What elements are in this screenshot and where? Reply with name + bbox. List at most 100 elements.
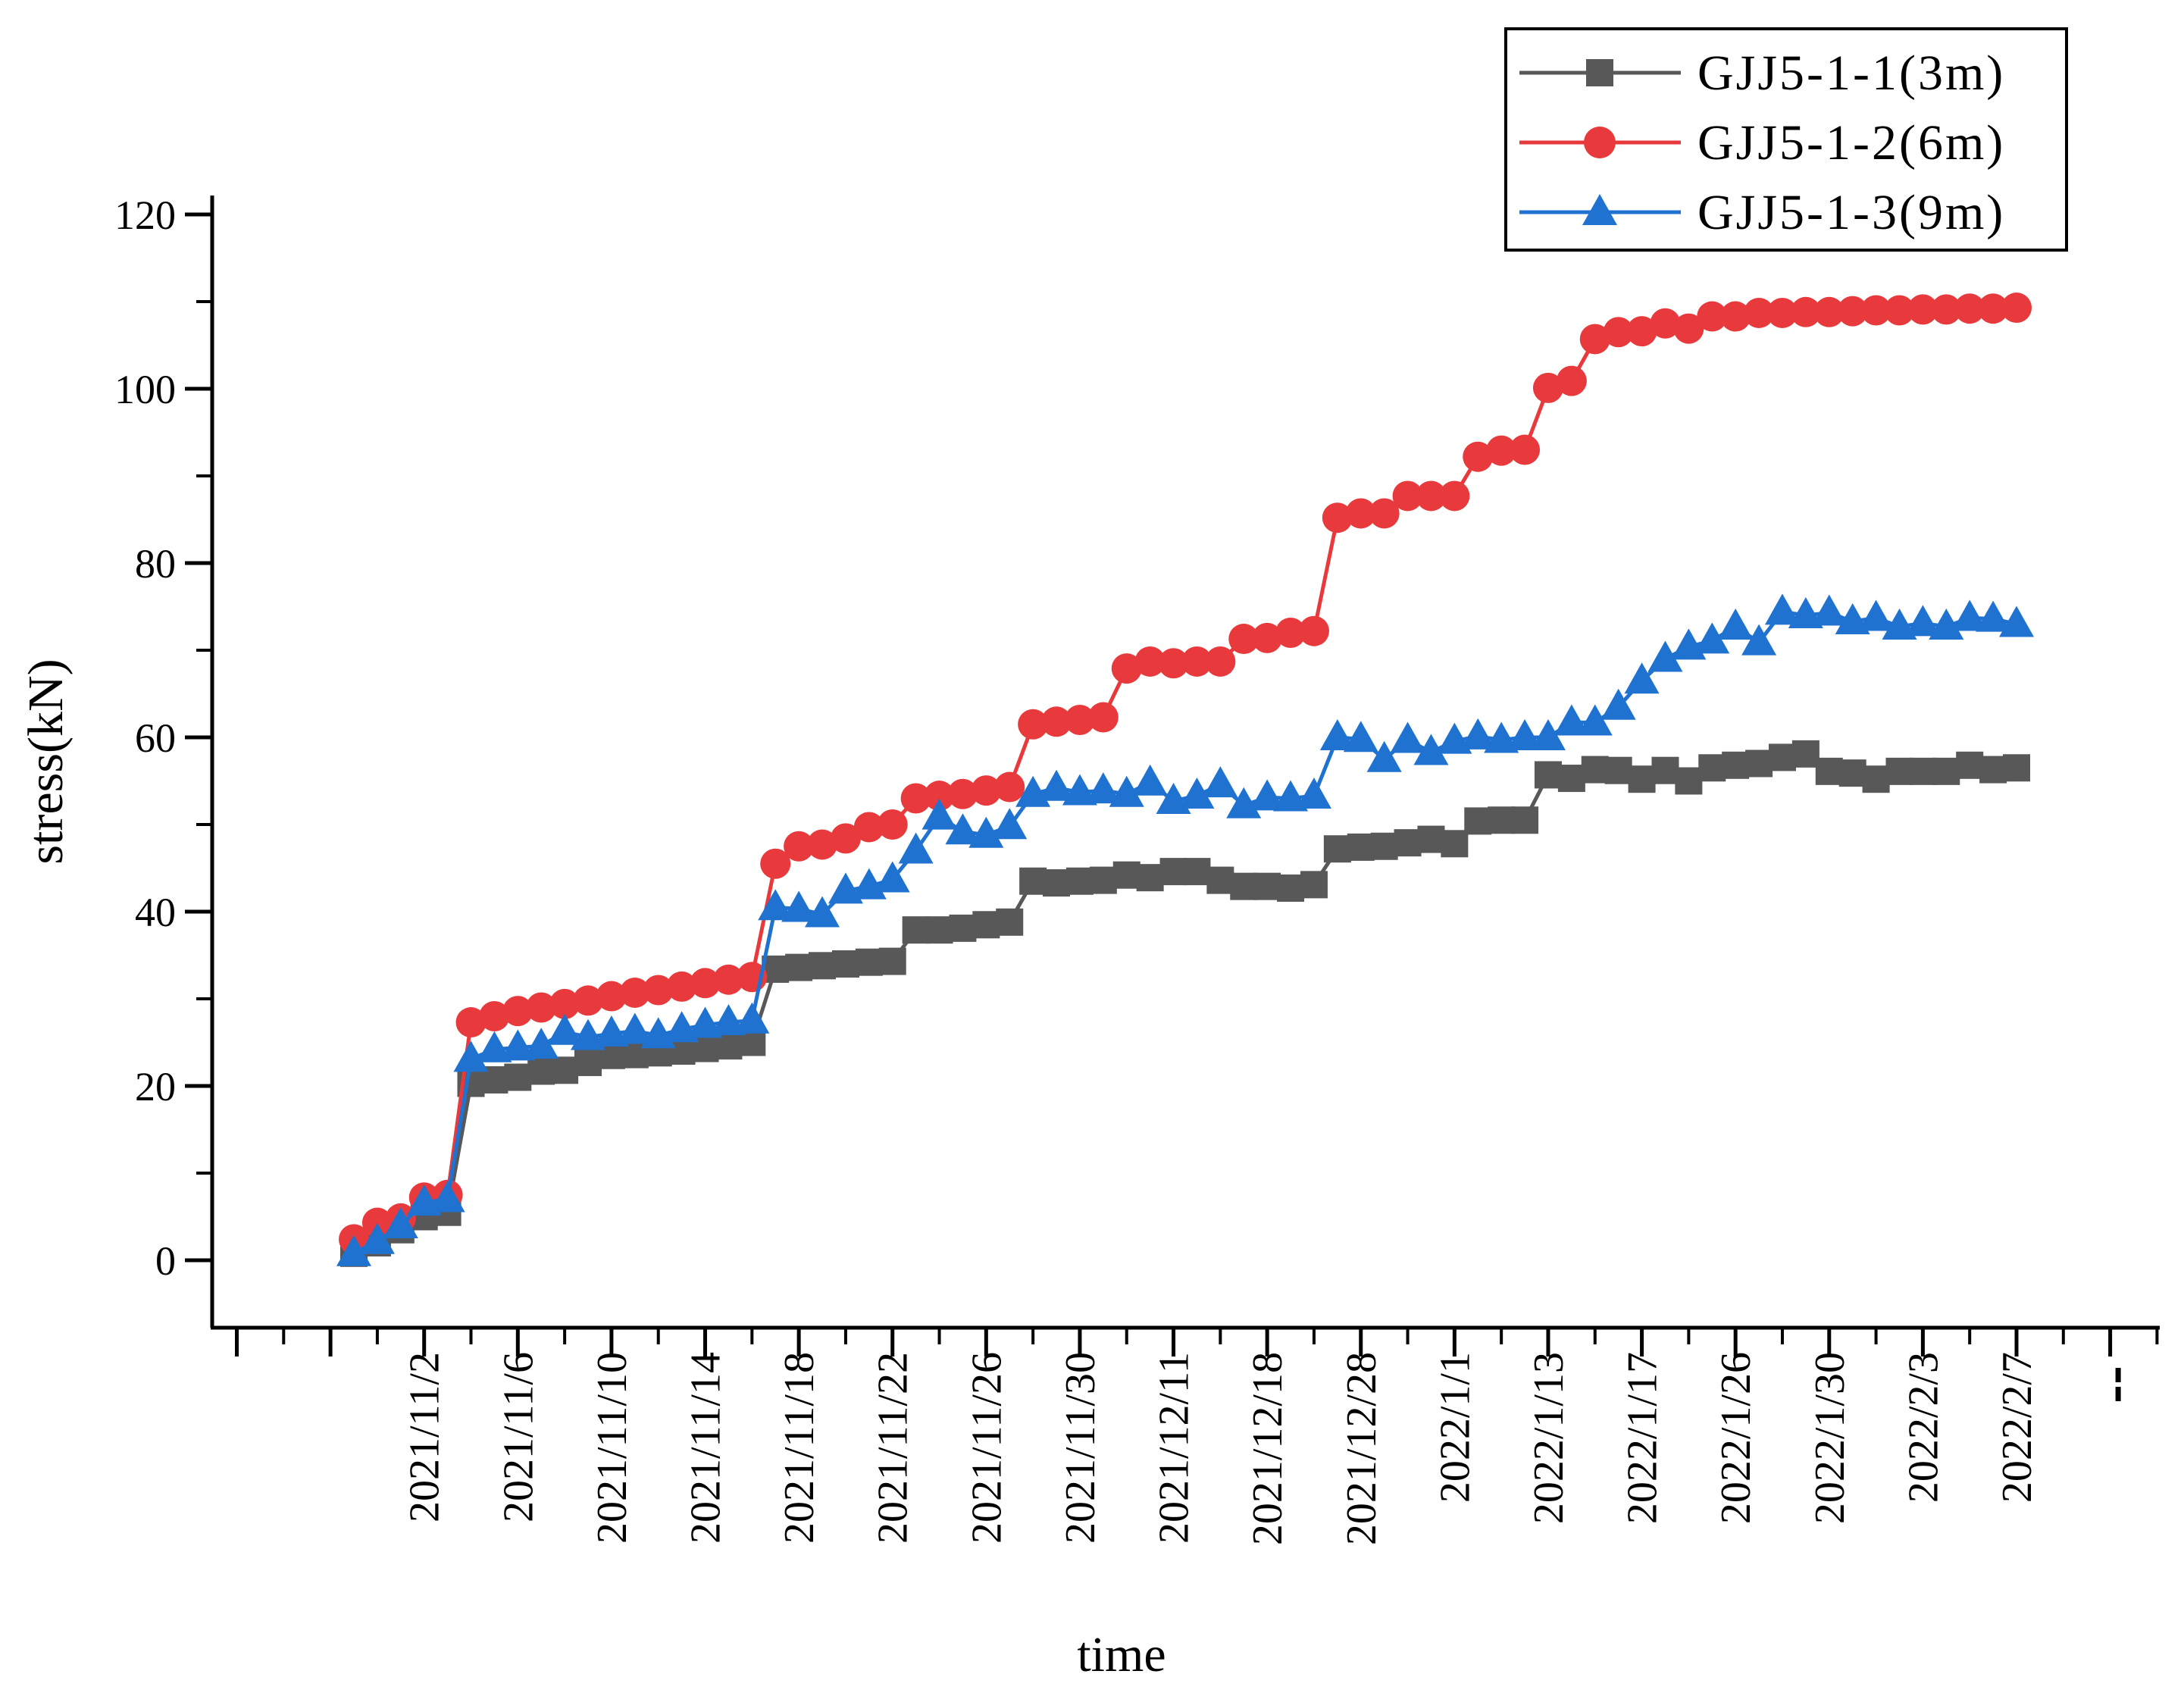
circle-marker-icon xyxy=(1158,648,1189,679)
triangle-marker-icon xyxy=(1250,779,1285,811)
square-marker-icon xyxy=(1441,830,1469,858)
circle-marker-icon xyxy=(1252,622,1283,653)
square-marker-icon xyxy=(1277,874,1305,902)
circle-marker-icon xyxy=(1392,480,1423,512)
circle-marker-icon xyxy=(1532,372,1563,403)
triangle-marker-icon xyxy=(1179,778,1215,809)
circle-marker-icon xyxy=(1345,498,1376,529)
circle-marker-icon xyxy=(1860,295,1891,326)
square-marker-icon xyxy=(809,952,837,980)
square-marker-icon xyxy=(2003,754,2030,782)
y-axis-title: stress(kN) xyxy=(18,659,74,864)
circle-marker-icon xyxy=(619,977,650,1008)
triangle-marker-icon xyxy=(1062,774,1097,806)
legend-label: GJJ5-1-2(6m) xyxy=(1697,115,2005,171)
y-tick-label: 20 xyxy=(135,1064,176,1109)
circle-marker-icon xyxy=(1697,301,1728,332)
triangle-marker-icon xyxy=(1811,594,1847,626)
circle-marker-icon xyxy=(1205,646,1236,677)
circle-marker-icon xyxy=(1720,301,1751,332)
square-marker-icon xyxy=(1347,833,1375,861)
circle-marker-icon xyxy=(1579,324,1610,355)
x-tick-label: 2021/11/10 xyxy=(589,1352,636,1544)
triangle-marker-icon xyxy=(921,798,957,830)
circle-marker-icon xyxy=(830,823,861,854)
triangle-marker-icon xyxy=(1858,599,1894,631)
triangle-marker-icon xyxy=(1952,599,1988,631)
circle-marker-icon xyxy=(784,831,815,862)
circle-marker-icon xyxy=(1018,709,1049,740)
square-marker-icon xyxy=(1557,765,1585,793)
x-tick-label: 2021/11/22 xyxy=(870,1352,917,1544)
circle-marker-icon xyxy=(455,1007,487,1038)
circle-marker-icon xyxy=(1884,295,1915,326)
square-marker-icon xyxy=(527,1057,555,1085)
circle-marker-icon xyxy=(1228,624,1259,655)
circle-marker-icon xyxy=(1486,435,1517,466)
triangle-marker-icon xyxy=(617,1012,652,1044)
square-marker-icon xyxy=(949,914,977,942)
circle-marker-icon xyxy=(1134,646,1166,677)
square-marker-icon xyxy=(1043,869,1071,897)
triangle-marker-icon xyxy=(1390,721,1425,753)
square-marker-icon xyxy=(1488,806,1516,834)
triangle-marker-icon xyxy=(1764,593,1800,625)
circle-marker-icon xyxy=(900,783,931,814)
x-tick-label: 2021/12/18 xyxy=(1244,1352,1291,1545)
x-tick-label: 2021/11/26 xyxy=(963,1352,1010,1544)
circle-marker-icon xyxy=(573,985,604,1016)
circle-marker-icon xyxy=(713,964,744,995)
square-marker-icon xyxy=(1159,858,1187,886)
y-tick-label: 100 xyxy=(114,367,176,412)
circle-marker-icon xyxy=(479,1001,510,1031)
circle-marker-icon xyxy=(502,996,533,1027)
circle-marker-icon xyxy=(1978,293,2009,324)
triangle-marker-icon xyxy=(1999,605,2034,637)
triangle-marker-icon xyxy=(1413,734,1449,765)
triangle-marker-icon xyxy=(1132,764,1168,796)
circle-marker-icon xyxy=(549,988,580,1019)
circle-marker-icon xyxy=(877,809,908,840)
square-marker-icon xyxy=(855,948,883,976)
legend-item-gjj5-1-2-6m: GJJ5-1-2(6m) xyxy=(1519,115,2005,171)
triangle-marker-icon xyxy=(875,861,910,893)
triangle-marker-icon xyxy=(1530,719,1566,750)
triangle-marker-icon xyxy=(1718,608,1754,640)
triangle-marker-icon xyxy=(383,1207,418,1238)
legend-item-gjj5-1-1-3m: GJJ5-1-1(3m) xyxy=(1519,45,2003,101)
x-tick-labels: 2021/11/2 2021/11/6 2021/11/10 2021/11/14 20… xyxy=(402,1352,2041,1545)
circle-marker-icon xyxy=(1369,498,1400,529)
triangle-marker-icon xyxy=(1343,721,1378,753)
square-marker-icon xyxy=(1253,872,1281,900)
axes xyxy=(210,196,2160,1330)
triangle-marker-icon xyxy=(1296,778,1331,809)
circle-marker-icon xyxy=(853,812,884,843)
circle-marker-icon xyxy=(1439,480,1470,512)
square-marker-icon xyxy=(1791,740,1819,768)
circle-marker-icon xyxy=(971,775,1002,806)
x-axis-ticks xyxy=(234,1328,2159,1356)
triangle-marker-icon xyxy=(1273,780,1309,812)
legend: GJJ5-1-1(3m) GJJ5-1-2(6m) GJJ5-1-3(9m) xyxy=(1504,27,2068,252)
triangle-marker-icon xyxy=(1624,662,1660,694)
circle-marker-icon xyxy=(1064,705,1095,735)
triangle-marker-icon xyxy=(1600,688,1636,720)
square-marker-icon xyxy=(1956,751,1984,779)
square-marker-icon xyxy=(1722,751,1750,779)
triangle-marker-icon xyxy=(687,1006,723,1038)
triangle-marker-icon xyxy=(1039,769,1075,801)
triangle-marker-icon xyxy=(359,1222,395,1254)
x-tick-label: 2021/11/2 xyxy=(402,1352,449,1522)
square-marker-icon xyxy=(1019,867,1047,895)
y-tick-label: 60 xyxy=(135,715,176,761)
series-gjj5-1-3-9m xyxy=(336,593,2034,1266)
circle-marker-icon xyxy=(1626,316,1657,347)
square-marker-icon xyxy=(1394,829,1422,857)
circle-marker-icon xyxy=(1954,293,1985,324)
circle-marker-icon xyxy=(947,778,978,809)
circle-marker-icon xyxy=(1181,646,1212,677)
square-marker-icon xyxy=(1206,866,1234,894)
circle-marker-icon xyxy=(1463,441,1494,472)
triangle-marker-icon xyxy=(1507,719,1543,750)
